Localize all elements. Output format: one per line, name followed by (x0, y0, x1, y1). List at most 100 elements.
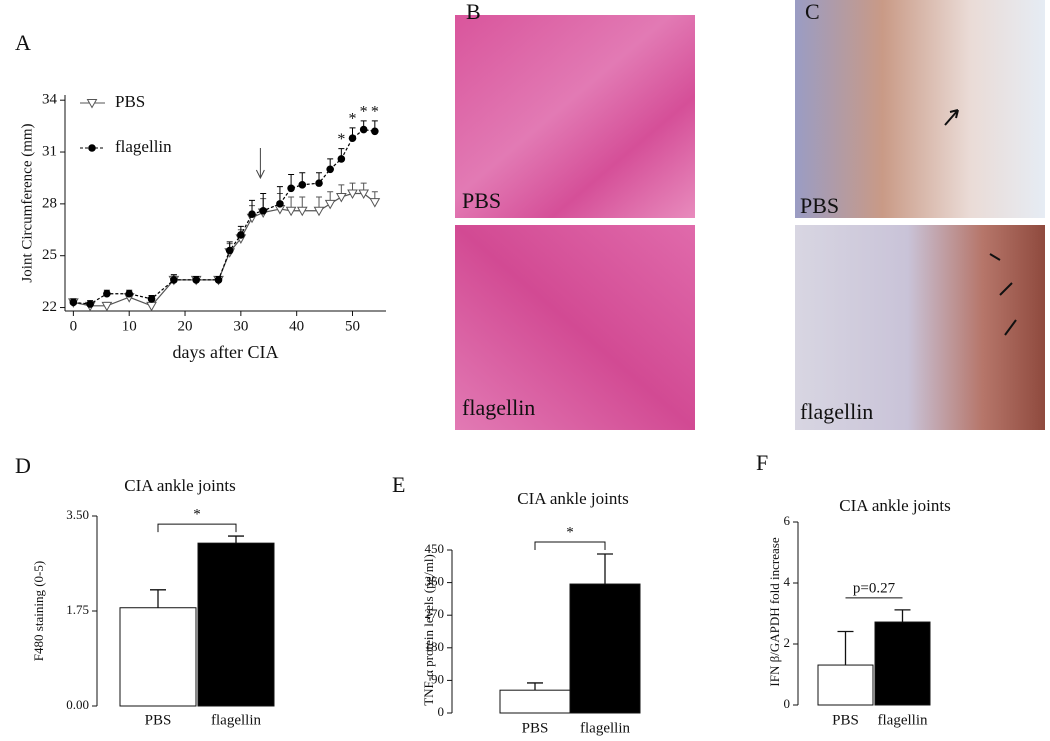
point (348, 134, 357, 142)
chart-title: CIA ankle joints (839, 496, 950, 515)
y-tick-label: 31 (42, 143, 57, 159)
point (86, 300, 94, 308)
point (285, 206, 297, 217)
chart-title: CIA ankle joints (517, 489, 628, 508)
y-tick-label: 3.50 (66, 507, 89, 522)
panel-label: D (15, 453, 31, 478)
point (337, 155, 346, 163)
point (125, 289, 133, 298)
error-bar (150, 589, 166, 608)
x-tick-label: 20 (178, 318, 193, 334)
point (248, 210, 256, 219)
y-axis-label: F480 staining (0-5) (31, 561, 46, 661)
micrograph (455, 15, 695, 218)
legend-marker (86, 99, 98, 109)
y-tick-label: 22 (42, 299, 57, 315)
x-tick-label: 0 (70, 318, 78, 334)
significance-star: * (337, 131, 345, 148)
error-bar (894, 609, 911, 623)
significance-bracket (157, 523, 237, 533)
point (371, 127, 379, 136)
panel-label: E (392, 472, 405, 497)
panel-label: A (15, 30, 31, 55)
arrow (944, 109, 959, 126)
point (287, 184, 295, 193)
point (324, 199, 336, 210)
micrograph (795, 225, 1045, 430)
point (237, 231, 245, 239)
error-bar (228, 535, 244, 544)
y-tick-label: 180 (425, 639, 445, 654)
x-tick-label: 30 (233, 318, 248, 334)
point (358, 189, 370, 200)
y-tick-label: 90 (431, 671, 444, 686)
y-tick-label: 28 (42, 195, 57, 211)
point (369, 198, 381, 208)
bar (817, 664, 874, 706)
y-tick-label: 0 (438, 704, 445, 719)
y-tick-label: 34 (42, 92, 58, 108)
y-axis-label: TNF-α protein levels (pg/ml) (421, 554, 436, 706)
point (326, 165, 334, 174)
point (315, 179, 323, 187)
panel-label: F (756, 450, 768, 475)
y-tick-label: 0.00 (66, 697, 89, 712)
y-tick-label: 0 (784, 696, 791, 711)
point (347, 189, 358, 200)
legend-label: PBS (115, 92, 145, 111)
y-tick-label: 1.75 (66, 602, 89, 617)
x-tick-label: flagellin (580, 720, 630, 736)
x-tick-label: flagellin (211, 712, 261, 728)
point (225, 246, 234, 255)
bar (119, 607, 197, 707)
y-tick-label: 2 (784, 635, 791, 650)
panel-label: C (805, 0, 820, 24)
point (276, 200, 284, 208)
x-tick-label: PBS (832, 712, 859, 728)
x-tick-label: PBS (145, 712, 172, 728)
x-tick-label: PBS (522, 720, 549, 736)
bar (499, 689, 571, 714)
micrograph (455, 225, 695, 430)
legend-marker (88, 144, 96, 152)
significance-label: p=0.27 (853, 580, 896, 596)
significance-star: * (349, 111, 357, 128)
point (359, 125, 368, 134)
significance-label: * (193, 507, 201, 523)
point (214, 276, 223, 284)
image-label: PBS (462, 188, 501, 213)
point (296, 206, 308, 217)
arrow (255, 148, 265, 180)
image-label: flagellin (800, 399, 873, 424)
point (259, 206, 267, 215)
series-line (73, 192, 376, 307)
point (103, 289, 111, 298)
y-tick-label: 4 (784, 574, 791, 589)
point (335, 192, 347, 203)
significance-star: * (371, 104, 379, 121)
error-bar (837, 630, 854, 666)
error-bar (527, 682, 543, 691)
significance-label: * (566, 524, 574, 540)
point (298, 181, 307, 189)
bar (874, 621, 931, 706)
error-bar (597, 553, 613, 585)
y-tick-label: 25 (42, 247, 57, 263)
x-tick-label: 10 (122, 318, 137, 334)
point (192, 276, 200, 284)
y-tick-label: 360 (425, 574, 445, 589)
x-tick-label: 50 (345, 318, 360, 334)
point (101, 301, 113, 312)
series-line (73, 128, 375, 305)
y-axis-label: Joint Circumference (mm) (19, 123, 35, 282)
y-axis-label: IFN β/GAPDH fold increase (767, 537, 782, 686)
point (147, 295, 156, 303)
significance-bracket (534, 541, 606, 550)
point (313, 206, 325, 217)
x-tick-label: flagellin (878, 712, 928, 728)
y-tick-label: 270 (425, 606, 445, 621)
significance-star: * (360, 104, 368, 121)
panel-label: B (466, 0, 481, 24)
micrograph (795, 0, 1045, 218)
